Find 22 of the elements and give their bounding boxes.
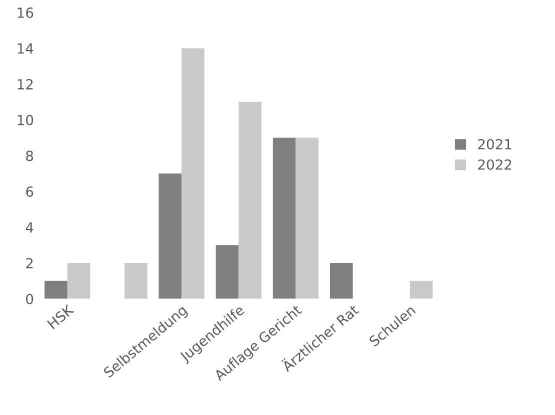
bar: [182, 48, 204, 299]
y-tick-label: 8: [26, 150, 34, 162]
y-tick-label: 16: [18, 7, 34, 18]
y-tick-label: 12: [18, 79, 33, 90]
y-tick-label: 10: [18, 114, 34, 126]
y-tick-label: 6: [26, 186, 34, 197]
legend-label: 2021: [478, 138, 512, 150]
bar: [410, 280, 433, 299]
y-tick-label: 0: [26, 294, 34, 304]
y-tick-label: 2: [26, 258, 33, 268]
bar: [124, 263, 148, 299]
bar: [44, 280, 68, 299]
legend-label: 2022: [478, 159, 512, 170]
bar: [67, 263, 90, 299]
bar: [296, 138, 319, 299]
y-tick-label: 4: [26, 222, 34, 232]
bar: [330, 263, 353, 299]
y-tick-label: 14: [18, 43, 34, 54]
bar: [272, 138, 296, 299]
bar: [158, 174, 182, 299]
bar: [238, 102, 262, 299]
bar: [216, 245, 239, 299]
